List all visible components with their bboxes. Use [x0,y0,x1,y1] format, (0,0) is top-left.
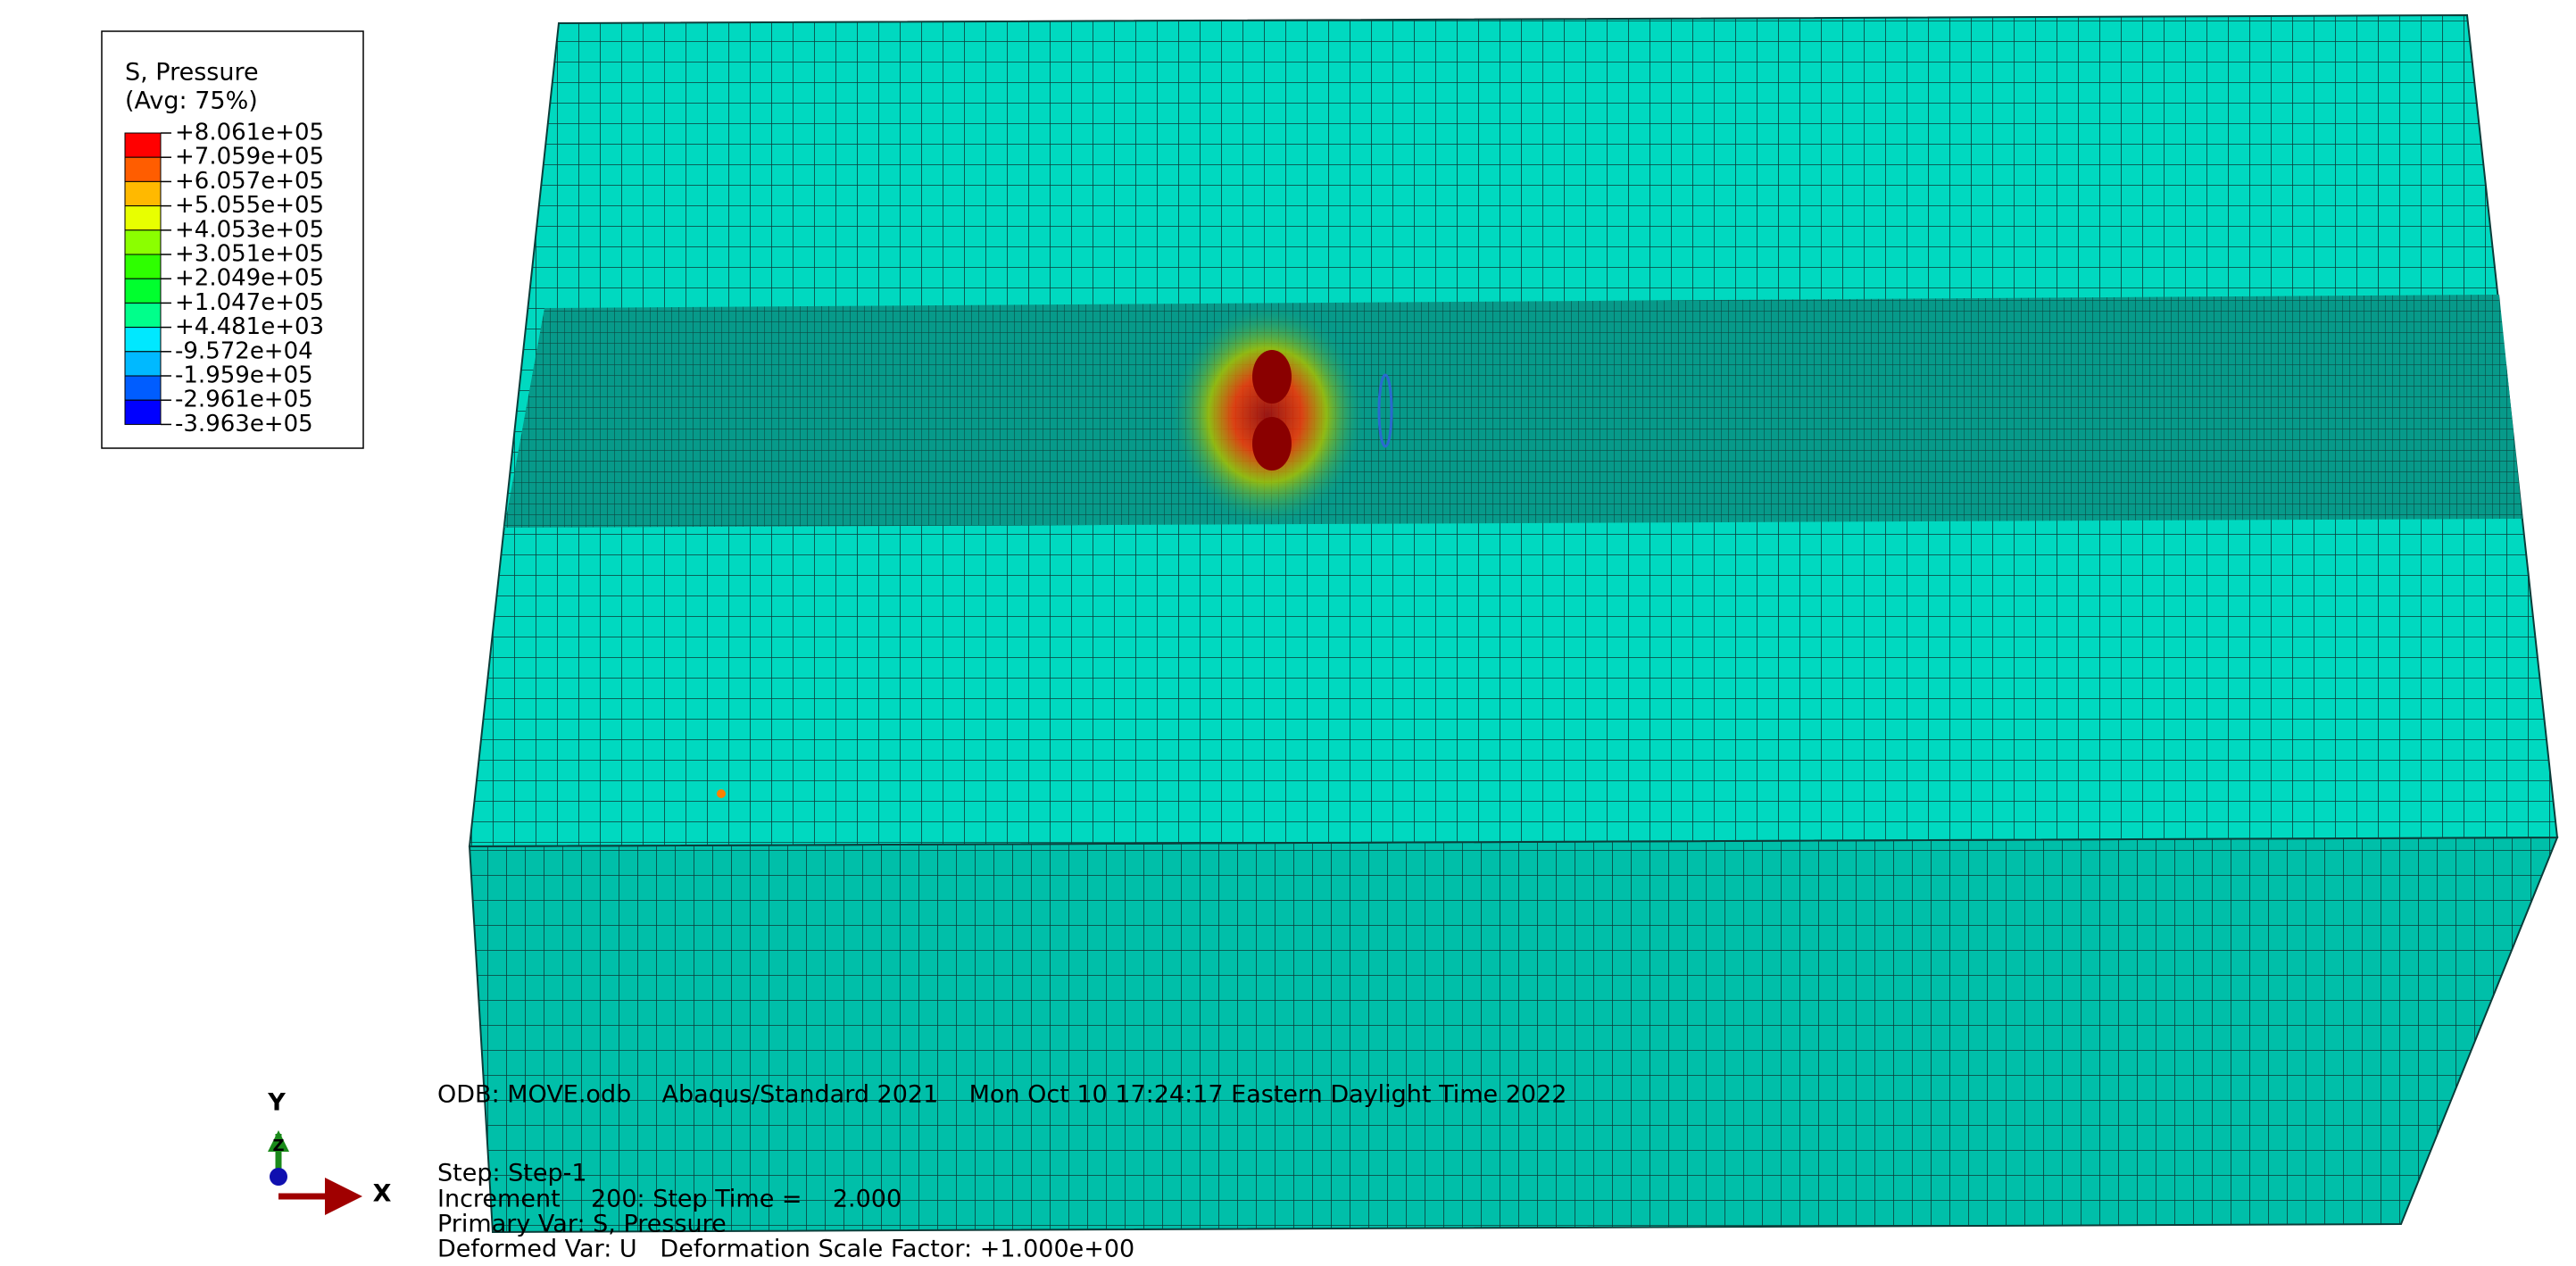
legend-swatch [125,303,161,327]
legend-label: -9.572e+04 [175,337,313,364]
legend-label: +3.051e+05 [175,241,324,268]
legend-swatch [125,230,161,254]
model [469,15,2557,1232]
legend-label: -3.963e+05 [175,411,313,437]
pressure-peak [1252,417,1292,471]
pressure-peak [1252,350,1292,404]
legend-label: +2.049e+05 [175,265,324,292]
legend-label: +6.057e+05 [175,168,324,195]
legend-label: +8.061e+05 [175,120,324,146]
legend-label: +4.053e+05 [175,216,324,243]
legend-label: +7.059e+05 [175,144,324,171]
point-marker [717,789,726,798]
legend-title: S, Pressure [125,59,259,87]
pressure-hotspot [1169,304,1366,527]
legend-swatch [125,352,161,376]
deformed-var-line: Deformed Var: U Deformation Scale Factor… [437,1236,1134,1263]
legend-label: +5.055e+05 [175,192,324,219]
legend-swatch [125,181,161,205]
legend-label: -1.959e+05 [175,362,313,389]
legend-swatch [125,400,161,424]
legend: S, Pressure (Avg: 75%) +8.061e+05+7.059e… [102,31,363,448]
x-axis-label: X [373,1180,392,1208]
side-face [469,837,2557,1232]
z-axis-dot [270,1168,287,1186]
fine-mesh-band [504,295,2522,528]
legend-swatch [125,206,161,230]
axis-triad: Y Z X [267,1089,391,1208]
legend-swatch [125,157,161,181]
legend-swatch [125,328,161,352]
viewport: S, Pressure (Avg: 75%) +8.061e+05+7.059e… [0,0,2576,1266]
legend-swatch [125,133,161,157]
legend-swatch [125,376,161,400]
page: S, Pressure (Avg: 75%) +8.061e+05+7.059e… [0,0,2576,1266]
legend-label: +1.047e+05 [175,289,324,316]
z-axis-label: Z [272,1137,284,1155]
odb-line: ODB: MOVE.odb Abaqus/Standard 2021 Mon O… [437,1081,1566,1109]
legend-label: +4.481e+03 [175,313,324,340]
increment-line: Increment 200: Step Time = 2.000 [437,1186,902,1213]
legend-subtitle: (Avg: 75%) [125,87,258,115]
legend-label: -2.961e+05 [175,387,313,413]
primary-var-line: Primary Var: S, Pressure [437,1211,727,1238]
legend-swatch [125,254,161,279]
step-line: Step: Step-1 [437,1160,587,1187]
legend-swatch [125,279,161,303]
y-axis-label: Y [267,1089,286,1117]
